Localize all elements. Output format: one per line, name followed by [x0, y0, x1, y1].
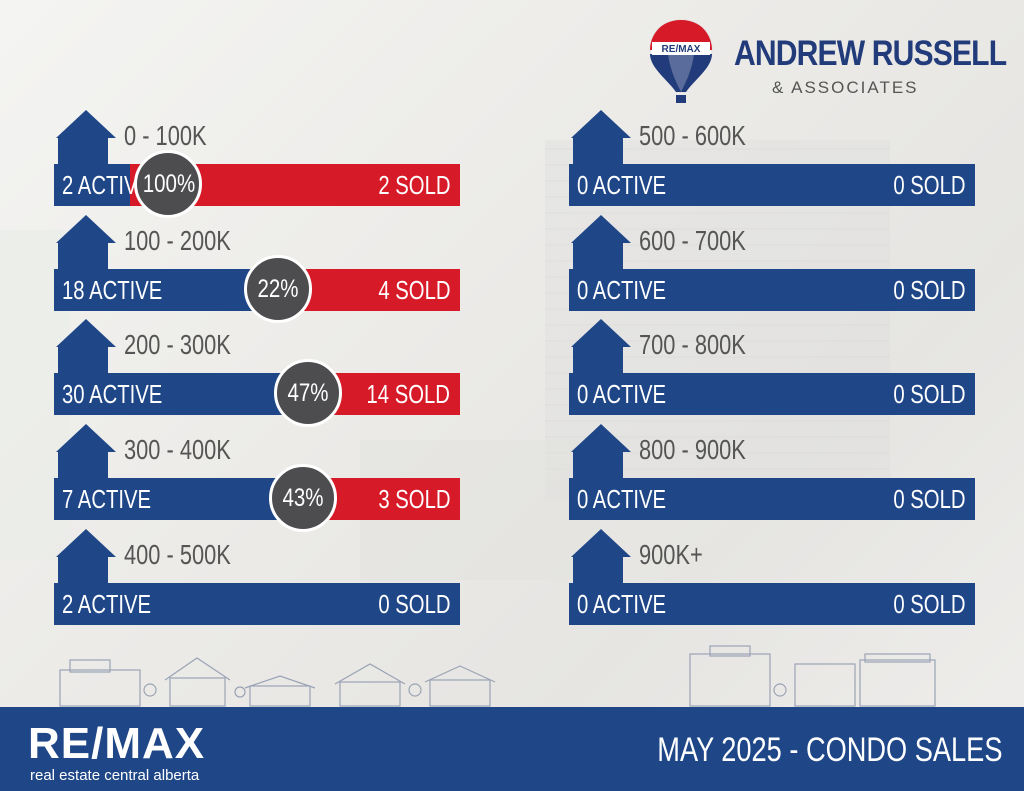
sold-ratio-text: 22% — [257, 275, 299, 303]
sold-count: 0 SOLD — [892, 275, 965, 305]
sold-ratio-badge: 47% — [274, 359, 342, 427]
active-count: 30 ACTIVE — [62, 379, 163, 409]
sales-bar: 30 ACTIVE 14 SOLD 47% — [54, 359, 460, 427]
price-range-label: 0 - 100K — [124, 120, 207, 151]
footer-bar: RE/MAX real estate central alberta MAY 2… — [0, 707, 1024, 791]
sales-bar: 0 ACTIVE 0 SOLD — [569, 269, 975, 311]
hot-air-balloon-logo: RE/MAX — [649, 19, 713, 103]
price-range-label: 200 - 300K — [124, 329, 231, 360]
sold-ratio-text: 100% — [142, 170, 196, 198]
sold-count: 0 SOLD — [892, 379, 965, 409]
active-count: 0 ACTIVE — [577, 379, 667, 409]
sold-count: 0 SOLD — [377, 589, 450, 619]
sold-count: 4 SOLD — [377, 275, 450, 305]
sold-ratio-badge: 43% — [269, 464, 337, 532]
price-range-label: 900K+ — [639, 539, 703, 570]
price-range-label: 600 - 700K — [639, 225, 746, 256]
house-icon — [54, 317, 118, 377]
sold-count: 0 SOLD — [892, 484, 965, 514]
sales-bar: 0 ACTIVE 0 SOLD — [569, 164, 975, 206]
sold-count: 2 SOLD — [377, 170, 450, 200]
price-range-label: 300 - 400K — [124, 434, 231, 465]
sold-count: 14 SOLD — [366, 379, 450, 409]
sales-bar: 0 ACTIVE 0 SOLD — [569, 478, 975, 520]
house-icon — [54, 527, 118, 587]
sales-bar: 2 ACTIVE 2 SOLD 100% — [54, 150, 460, 218]
house-icon — [569, 422, 633, 482]
sold-count: 0 SOLD — [892, 170, 965, 200]
price-range-label: 500 - 600K — [639, 120, 746, 151]
sales-bar: 7 ACTIVE 3 SOLD 43% — [54, 464, 460, 532]
price-range-label: 100 - 200K — [124, 225, 231, 256]
sold-portion — [284, 269, 460, 311]
house-icon — [54, 108, 118, 168]
city-skyline-illustration — [59, 645, 936, 707]
active-count: 2 ACTIVE — [62, 589, 152, 619]
house-icon — [569, 317, 633, 377]
sales-bar: 18 ACTIVE 4 SOLD 22% — [54, 255, 460, 323]
sold-ratio-text: 43% — [282, 484, 324, 512]
sold-count: 0 SOLD — [892, 589, 965, 619]
sold-ratio-text: 47% — [287, 379, 329, 407]
sold-ratio-badge: 22% — [244, 255, 312, 323]
house-icon — [569, 527, 633, 587]
active-count: 0 ACTIVE — [577, 170, 667, 200]
price-range-label: 400 - 500K — [124, 539, 231, 570]
brand-subtitle: & ASSOCIATES — [772, 78, 919, 97]
sold-ratio-badge: 100% — [134, 150, 202, 218]
report-title: MAY 2025 - CONDO SALES — [656, 731, 1002, 769]
sold-count: 3 SOLD — [377, 484, 450, 514]
footer-tagline: real estate central alberta — [30, 767, 200, 784]
active-count: 0 ACTIVE — [577, 589, 667, 619]
house-icon — [54, 213, 118, 273]
house-icon — [54, 422, 118, 482]
active-count: 0 ACTIVE — [577, 484, 667, 514]
price-range-label: 700 - 800K — [639, 329, 746, 360]
active-count: 18 ACTIVE — [62, 275, 163, 305]
sales-bar: 2 ACTIVE 0 SOLD — [54, 583, 460, 625]
sales-bar: 0 ACTIVE 0 SOLD — [569, 373, 975, 415]
active-count: 7 ACTIVE — [62, 484, 152, 514]
balloon-logo-text: RE/MAX — [662, 44, 701, 55]
sales-bar: 0 ACTIVE 0 SOLD — [569, 583, 975, 625]
active-count: 0 ACTIVE — [577, 275, 667, 305]
brand-name: ANDREW RUSSELL — [734, 34, 1007, 73]
house-icon — [569, 108, 633, 168]
footer-remax-logo: RE/MAX — [28, 719, 206, 768]
price-range-label: 800 - 900K — [639, 434, 746, 465]
house-icon — [569, 213, 633, 273]
